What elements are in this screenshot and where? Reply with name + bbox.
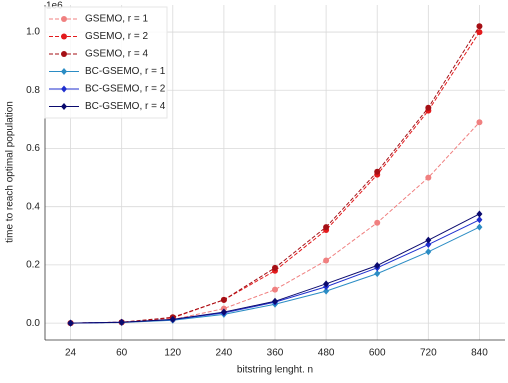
- marker: [169, 315, 176, 323]
- legend-label: BC-GSEMO, r = 2: [85, 84, 166, 95]
- legend-label: GSEMO, r = 4: [85, 49, 149, 60]
- x-tick-label: 840: [471, 348, 488, 359]
- legend-label: GSEMO, r = 2: [85, 31, 149, 42]
- x-axis-label: bitstring lenght. n: [237, 365, 313, 376]
- y-tick-label: 0.2: [26, 260, 40, 271]
- legend-marker: [61, 103, 67, 110]
- marker: [374, 270, 381, 278]
- x-tick-label: 480: [318, 348, 335, 359]
- marker: [425, 236, 432, 244]
- marker: [374, 168, 381, 175]
- x-tick-label: 60: [116, 348, 128, 359]
- marker: [476, 29, 483, 36]
- marker: [476, 23, 483, 30]
- marker: [323, 287, 330, 295]
- marker: [118, 318, 125, 326]
- marker: [272, 297, 278, 305]
- legend-label: BC-GSEMO, r = 4: [85, 101, 166, 112]
- legend-marker: [61, 16, 67, 22]
- marker: [220, 296, 227, 303]
- legend-label: GSEMO, r = 1: [85, 14, 149, 25]
- marker: [425, 174, 432, 181]
- marker: [425, 104, 432, 111]
- marker: [425, 241, 432, 249]
- marker: [323, 280, 330, 288]
- marker: [374, 219, 381, 226]
- x-tick-label: 600: [369, 348, 386, 359]
- marker: [476, 223, 483, 231]
- legend-marker: [61, 85, 67, 93]
- y-tick-label: 1.0: [26, 27, 40, 38]
- y-tick-label: 0.0: [26, 318, 40, 329]
- marker: [323, 257, 330, 264]
- y-tick-label: 0.8: [26, 85, 40, 96]
- y-offset-label: 1e6: [46, 1, 63, 12]
- marker: [374, 261, 381, 269]
- x-tick-label: 720: [420, 348, 437, 359]
- marker: [476, 119, 483, 126]
- y-axis-label: time to reach optimal population: [5, 101, 16, 243]
- x-tick-label: 24: [65, 348, 77, 359]
- marker: [476, 210, 483, 218]
- marker: [323, 224, 330, 231]
- marker: [272, 264, 278, 271]
- legend-marker: [61, 68, 67, 75]
- legend: GSEMO, r = 1 GSEMO, r = 2 GSEMO, r = 4 BC-G…: [44, 6, 168, 119]
- marker: [425, 248, 432, 256]
- y-tick-label: 0.6: [26, 143, 40, 154]
- x-tick-label: 120: [164, 348, 181, 359]
- legend-marker: [61, 51, 67, 57]
- marker: [476, 216, 483, 224]
- legend-box: [44, 6, 168, 119]
- x-tick-label: 240: [216, 348, 233, 359]
- marker: [272, 286, 278, 293]
- y-tick-label: 0.4: [26, 201, 40, 212]
- marker: [67, 319, 74, 327]
- legend-label: BC-GSEMO, r = 1: [85, 66, 166, 77]
- x-tick-label: 360: [267, 348, 284, 359]
- marker: [220, 308, 227, 316]
- legend-marker: [61, 33, 67, 40]
